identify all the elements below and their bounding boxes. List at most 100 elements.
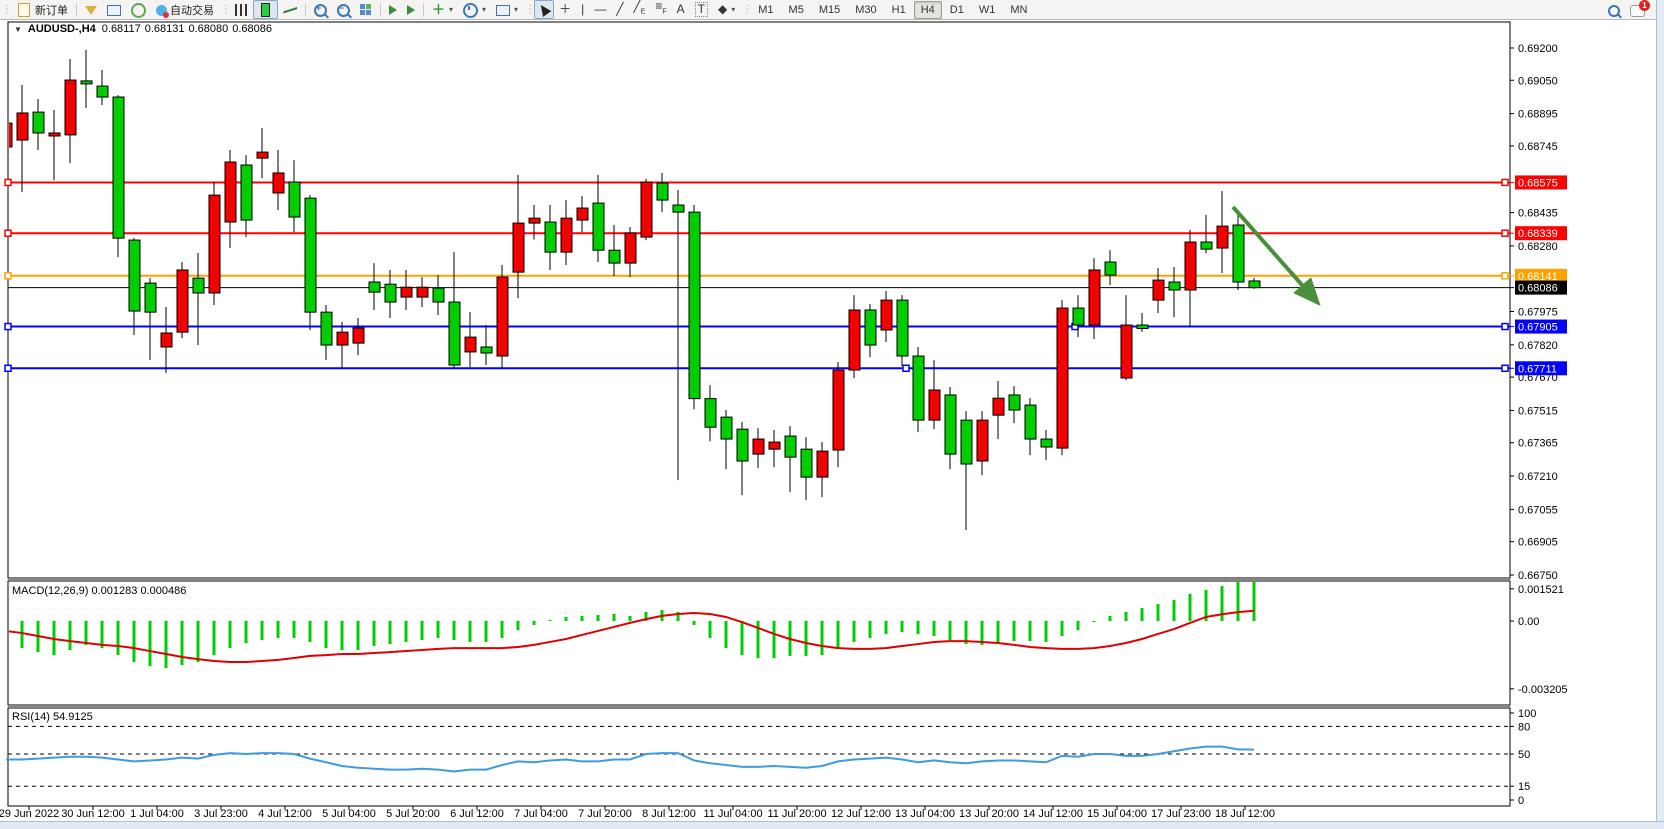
svg-text:18 Jul 12:00: 18 Jul 12:00 bbox=[1215, 808, 1275, 820]
crosshair-icon: ＋ bbox=[559, 2, 572, 16]
template-icon bbox=[496, 5, 511, 16]
svg-text:13 Jul 20:00: 13 Jul 20:00 bbox=[959, 808, 1019, 820]
funnel-button[interactable] bbox=[80, 0, 102, 19]
timeframe-button-W1[interactable]: W1 bbox=[978, 3, 996, 16]
crosshair-tool-button[interactable]: ＋ bbox=[554, 0, 576, 19]
label-tool-button[interactable]: T bbox=[690, 0, 713, 19]
timeframe-button-M5[interactable]: M5 bbox=[788, 3, 804, 16]
timeframe-button-H1[interactable]: H1 bbox=[891, 3, 906, 16]
trend-arrow[interactable] bbox=[1231, 205, 1321, 306]
add-indicator-button[interactable]: ＋ ▾ bbox=[427, 0, 458, 19]
signal-button[interactable] bbox=[126, 0, 151, 19]
svg-text:0.68895: 0.68895 bbox=[1518, 109, 1558, 121]
rsi-line bbox=[6, 745, 1255, 773]
svg-text:5 Jul 04:00: 5 Jul 04:00 bbox=[322, 808, 376, 820]
zoom-out-button[interactable]: − bbox=[332, 0, 355, 19]
signal-icon bbox=[131, 2, 146, 18]
svg-text:50: 50 bbox=[1518, 749, 1530, 761]
rsi-pane-frame bbox=[7, 707, 1511, 807]
timeframe-button-M30[interactable]: M30 bbox=[855, 3, 877, 16]
ohlc-close: 0.68086 bbox=[232, 23, 273, 35]
market-watch-button[interactable] bbox=[102, 0, 126, 19]
tile-windows-button[interactable] bbox=[355, 0, 377, 19]
svg-text:7 Jul 20:00: 7 Jul 20:00 bbox=[578, 808, 632, 820]
ohlc-low: 0.68080 bbox=[188, 23, 229, 35]
price-line-label: 0.68086 bbox=[1510, 280, 1567, 295]
line-chart-mode-button[interactable] bbox=[278, 0, 302, 19]
svg-text:4 Jul 12:00: 4 Jul 12:00 bbox=[258, 808, 312, 820]
toolbar-grip[interactable]: ⋮ bbox=[2, 3, 12, 15]
timeframe-button-H4[interactable]: H4 bbox=[913, 0, 942, 19]
toolbar-grip[interactable]: ⋮ bbox=[525, 3, 536, 15]
search-icon bbox=[1608, 4, 1620, 17]
chart-canvas: 0.69200 0.69050 0.68895 0.68745 0.68435 0.682… bbox=[0, 21, 1664, 823]
toolbar-grip[interactable]: ⋮ bbox=[742, 3, 753, 15]
timeframe-button-MN[interactable]: MN bbox=[1010, 3, 1028, 16]
svg-text:30 Jun 12:00: 30 Jun 12:00 bbox=[61, 808, 125, 820]
svg-text:15: 15 bbox=[1518, 781, 1530, 793]
cursor-tool-button[interactable] bbox=[534, 0, 555, 19]
collapse-icon[interactable]: ▼ bbox=[14, 24, 22, 34]
trendline-icon: ╱ bbox=[616, 2, 624, 16]
toolbar-separator bbox=[305, 2, 306, 17]
rsi-pane-label: RSI(14) 54.9125 bbox=[12, 711, 93, 723]
fibonacci-tool-button[interactable]: ≡F bbox=[650, 0, 671, 19]
svg-text:12 Jul 12:00: 12 Jul 12:00 bbox=[831, 808, 891, 820]
svg-text:0.67820: 0.67820 bbox=[1518, 340, 1558, 352]
price-line-label: 0.68339 bbox=[1510, 226, 1567, 241]
symbol-label: AUDUSD-,H4 bbox=[27, 23, 96, 35]
time-axis-labels: 29 Jun 2022 30 Jun 12:00 1 Jul 04:00 3 Jul … bbox=[0, 806, 1275, 820]
time-axis[interactable] bbox=[8, 806, 1510, 822]
bar-chart-mode-button[interactable] bbox=[230, 0, 253, 19]
macd-pane[interactable] bbox=[8, 581, 1510, 705]
svg-text:0.68086: 0.68086 bbox=[1518, 283, 1558, 295]
shapes-tool-button[interactable]: ◆ ▾ bbox=[713, 0, 740, 19]
timeframe-button-M1[interactable]: M1 bbox=[758, 3, 774, 16]
macd-axis-labels: 0.001521 0.00 -0.003205 bbox=[1510, 584, 1568, 696]
svg-text:0.68745: 0.68745 bbox=[1518, 141, 1558, 153]
trendline-tool-button[interactable]: ╱ bbox=[611, 0, 628, 19]
macd-signal-line bbox=[9, 609, 1255, 664]
auto-trading-label: 自动交易 bbox=[170, 4, 214, 17]
svg-text:0.68575: 0.68575 bbox=[1518, 177, 1558, 189]
search-button[interactable] bbox=[1603, 0, 1625, 19]
horizontal-price-lines[interactable] bbox=[4, 178, 1510, 373]
channel-tool-button[interactable]: ╱E bbox=[628, 0, 650, 19]
monitor-icon bbox=[107, 5, 121, 16]
rsi-pane[interactable] bbox=[8, 708, 1510, 806]
funnel-icon bbox=[85, 6, 97, 15]
macd-pane-label: MACD(12,26,9) 0.001283 0.000486 bbox=[12, 585, 187, 597]
period-button[interactable]: ▾ bbox=[458, 0, 491, 19]
price-axis[interactable] bbox=[1510, 22, 1576, 806]
vline-icon: | bbox=[581, 2, 585, 16]
svg-text:0.69050: 0.69050 bbox=[1518, 75, 1558, 87]
auto-scroll-button[interactable] bbox=[384, 0, 402, 19]
auto-scroll-icon bbox=[389, 5, 397, 15]
new-order-button[interactable]: 新订单 bbox=[11, 0, 73, 19]
ohlc-high: 0.68131 bbox=[144, 23, 185, 35]
svg-text:6 Jul 12:00: 6 Jul 12:00 bbox=[450, 808, 504, 820]
toolbar-grip[interactable]: ⋮ bbox=[221, 3, 231, 15]
vline-tool-button[interactable]: | bbox=[576, 0, 589, 19]
fibonacci-icon: ≡F bbox=[655, 0, 667, 16]
svg-text:80: 80 bbox=[1518, 721, 1530, 733]
shapes-icon: ◆ bbox=[718, 2, 728, 16]
main-chart-pane[interactable] bbox=[8, 22, 1510, 578]
text-tool-button[interactable]: A bbox=[672, 0, 690, 19]
svg-text:0.66750: 0.66750 bbox=[1518, 570, 1558, 582]
price-line-label: 0.67905 bbox=[1510, 319, 1567, 334]
hline-tool-button[interactable]: — bbox=[589, 0, 611, 19]
auto-trading-button[interactable]: 自动交易 bbox=[151, 0, 219, 19]
svg-text:11 Jul 20:00: 11 Jul 20:00 bbox=[767, 808, 826, 820]
template-button[interactable]: ▾ bbox=[491, 0, 523, 19]
toolbar-separator bbox=[380, 2, 381, 17]
notifications-button[interactable]: 1 bbox=[1625, 0, 1650, 19]
candlestick-mode-button[interactable] bbox=[253, 0, 278, 19]
timeframe-button-M15[interactable]: M15 bbox=[818, 3, 841, 16]
chart-shift-button[interactable] bbox=[402, 0, 420, 19]
ohlc-open: 0.68117 bbox=[101, 23, 141, 35]
svg-text:0.67365: 0.67365 bbox=[1518, 438, 1558, 450]
zoom-in-button[interactable]: + bbox=[309, 0, 332, 19]
timeframe-button-D1[interactable]: D1 bbox=[949, 3, 964, 16]
